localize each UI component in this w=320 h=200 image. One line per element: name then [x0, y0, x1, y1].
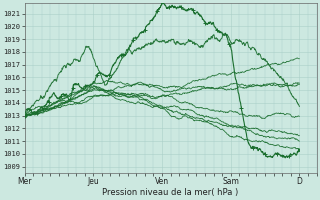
X-axis label: Pression niveau de la mer( hPa ): Pression niveau de la mer( hPa ): [102, 188, 239, 197]
